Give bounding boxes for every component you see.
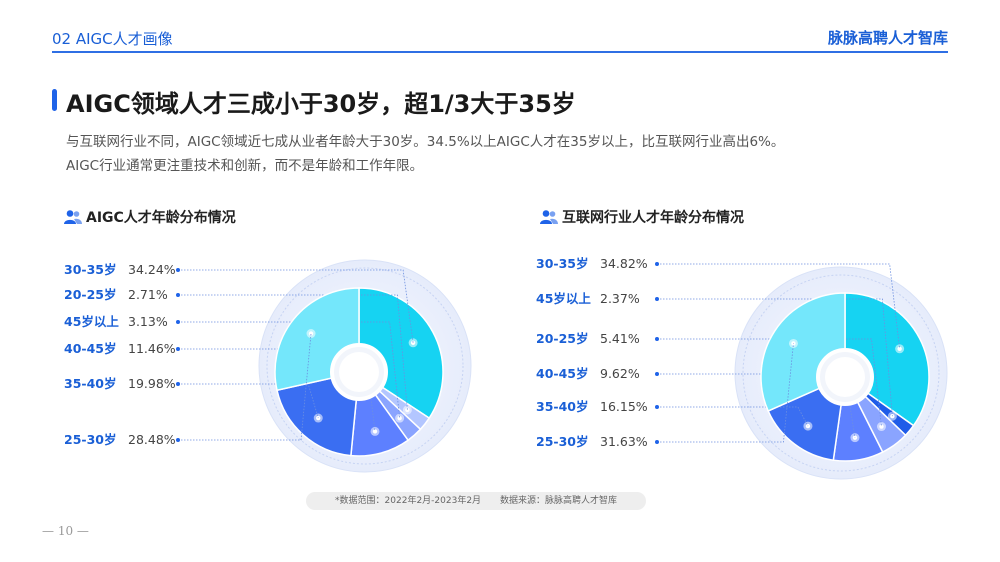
chart-2-category-label: 35-40岁 [536, 399, 588, 415]
chart-1-dashed-ring [266, 267, 464, 465]
chart-2-value-label: 9.62% [600, 366, 640, 382]
category-text: 30-35岁 [536, 256, 589, 271]
chart-2-leader-dot [655, 337, 659, 341]
title-accent-bar [52, 89, 57, 111]
chart-2-dashed-ring [742, 274, 940, 472]
chart-2-slice-marker [897, 346, 902, 351]
category-text: 45岁以上 [536, 291, 591, 306]
category-text: 45岁以上 [64, 314, 119, 329]
chart-1-leader-dot [176, 293, 180, 297]
chart-1-category-label: 40-45岁 [64, 341, 116, 357]
chart-1-leader-dot [176, 382, 180, 386]
chart-1-value-label: 34.24% [128, 262, 176, 278]
category-text: 25-30岁 [64, 432, 117, 447]
value-text: 16.15% [600, 399, 648, 414]
chart-1-leader-line [178, 333, 312, 441]
chart-2-category-label: 45岁以上 [536, 291, 591, 307]
value-text: 28.48% [128, 432, 176, 447]
chart-2-leader-line [657, 338, 882, 427]
chart-2-category-label: 20-25岁 [536, 331, 588, 347]
page-title: AIGC领域人才三成小于30岁，超1/3大于35岁 [66, 90, 576, 118]
chart-2-category-label: 25-30岁 [536, 434, 588, 450]
chart-1-category-label: 25-30岁 [64, 432, 116, 448]
chart-1-category-label: 30-35岁 [64, 262, 116, 278]
chart-1-leader-line [178, 269, 414, 343]
chart-2-value-label: 2.37% [600, 291, 640, 307]
chart-2-leader-line [657, 343, 794, 443]
value-text: 34.24% [128, 262, 176, 277]
category-text: 30-35岁 [64, 262, 117, 277]
footnote-range: *数据范围：2022年2月-2023年2月 [335, 496, 482, 506]
chart-1-value-label: 19.98% [128, 376, 176, 392]
category-text: 40-45岁 [64, 341, 117, 356]
chart-1-leader-dot [176, 320, 180, 324]
chart-2-heading: 互联网行业人才年龄分布情况 [540, 207, 744, 227]
chart-1-slice-marker [410, 340, 416, 345]
chart-2-leader-dot [655, 405, 659, 409]
category-text: 20-25岁 [64, 287, 117, 302]
value-text: 34.82% [600, 256, 648, 271]
category-text: 40-45岁 [536, 366, 589, 381]
chart-2-value-label: 5.41% [600, 331, 640, 347]
chart-2-leader-dot [655, 440, 659, 444]
chart-1-leader-dot [176, 347, 180, 351]
value-text: 19.98% [128, 376, 176, 391]
chart-1-leader-dot [176, 438, 180, 442]
chart-1-category-label: 45岁以上 [64, 314, 119, 330]
chart-2-slice-marker [879, 424, 884, 429]
chart-2-leader-line [657, 298, 893, 417]
chart-2-value-label: 31.63% [600, 434, 648, 450]
description: 与互联网行业不同，AIGC领域近七成从业者年龄大于30岁。34.5%以上AIGC… [66, 130, 784, 178]
chart-1-leader-line [178, 321, 401, 419]
page-number: — 10 — [42, 524, 89, 538]
value-text: 31.63% [600, 434, 648, 449]
chart-1-value-label: 28.48% [128, 432, 176, 448]
chart-2-leader-dot [655, 262, 659, 266]
description-line-1: 与互联网行业不同，AIGC领域近七成从业者年龄大于30岁。34.5%以上AIGC… [66, 134, 785, 150]
chart-2-category-label: 30-35岁 [536, 256, 588, 272]
chart-2-leader-dot [655, 372, 659, 376]
chart-1-center-inner [339, 352, 379, 392]
chart-1-leader-line [178, 294, 408, 411]
users-icon [64, 210, 82, 224]
chart-1-heading: AIGC人才年龄分布情况 [64, 207, 236, 227]
chart-2-category-label: 40-45岁 [536, 366, 588, 382]
chart-2-center-inner [825, 357, 865, 397]
chart-1-leader-dot [176, 268, 180, 272]
chart-1-slice-marker [405, 407, 410, 413]
section-label: 02 AIGC人才画像 [52, 30, 173, 48]
brand-name: 脉脉高聘人才智库 [827, 29, 948, 47]
chart-2-value-label: 16.15% [600, 399, 648, 415]
footnote: *数据范围：2022年2月-2023年2月 数据来源：脉脉高聘人才智库 [306, 492, 646, 510]
chart-1-value-label: 11.46% [128, 341, 176, 357]
value-text: 11.46% [128, 341, 176, 356]
chart-1-slice-marker [308, 331, 314, 336]
category-text: 35-40岁 [64, 376, 117, 391]
value-text: 2.37% [600, 291, 640, 306]
category-text: 35-40岁 [536, 399, 589, 414]
category-text: 25-30岁 [536, 434, 589, 449]
chart-1-category-label: 35-40岁 [64, 376, 116, 392]
value-text: 3.13% [128, 314, 168, 329]
chart-1-category-label: 20-25岁 [64, 287, 116, 303]
chart-2-leader-dot [655, 297, 659, 301]
category-text: 20-25岁 [536, 331, 589, 346]
chart-1-slice-marker [372, 429, 378, 434]
description-line-2: AIGC行业通常更注重技术和创新，而不是年龄和工作年限。 [66, 158, 424, 174]
chart-1-value-label: 3.13% [128, 314, 168, 330]
header-divider [52, 51, 948, 53]
value-text: 9.62% [600, 366, 640, 381]
chart-1-slice-marker [397, 415, 402, 421]
chart-1-value-label: 2.71% [128, 287, 168, 303]
users-icon [540, 210, 558, 224]
value-text: 5.41% [600, 331, 640, 346]
footnote-source: 数据来源：脉脉高聘人才智库 [499, 496, 617, 506]
value-text: 2.71% [128, 287, 168, 302]
chart-2-title: 互联网行业人才年龄分布情况 [562, 210, 744, 226]
chart-2-value-label: 34.82% [600, 256, 648, 272]
chart-1-title: AIGC人才年龄分布情况 [86, 210, 236, 226]
